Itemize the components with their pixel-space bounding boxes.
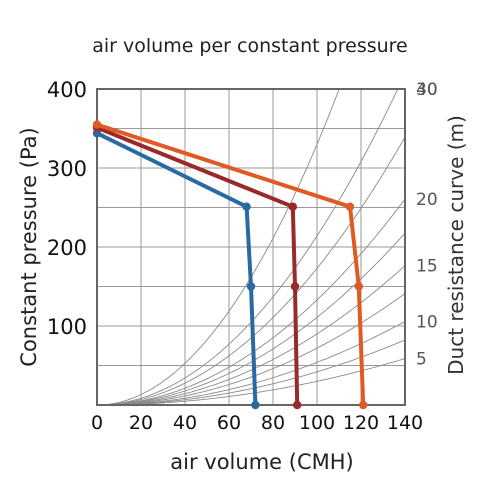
series-point (251, 400, 260, 410)
x-tick-label: 60 (217, 412, 241, 434)
duct-resistance-curve (97, 88, 399, 406)
y-tick-label: 200 (47, 236, 87, 260)
series-line (95, 125, 300, 407)
series-line (95, 131, 258, 407)
series-point (290, 282, 300, 291)
x-tick-label: 140 (387, 412, 423, 434)
curve-label: 5 (416, 350, 427, 370)
right-axis-label: Duct resistance curve (m) (444, 115, 468, 375)
series-point (345, 202, 355, 211)
series-point (288, 202, 297, 211)
duct-resistance-curve (97, 358, 406, 406)
y-tick-label: 100 (47, 315, 87, 339)
duct-resistance-curves (97, 88, 406, 406)
x-tick-label: 40 (173, 412, 197, 434)
x-tick-label: 80 (261, 412, 285, 434)
duct-resistance-curve (97, 321, 406, 406)
series-point (354, 282, 363, 291)
duct-resistance-curve (97, 232, 406, 406)
y-tick-label: 300 (47, 157, 87, 181)
chart-title: air volume per constant pressure (92, 35, 408, 57)
x-tick-labels: 0 20 40 60 80 100 120 140 (91, 412, 423, 434)
duct-resistance-curve (97, 265, 406, 406)
series-point (293, 400, 302, 410)
series-point (242, 202, 251, 211)
y-tick-labels: 100 200 300 400 (47, 78, 87, 339)
x-tick-label: 0 (91, 412, 103, 434)
duct-resistance-curve (97, 88, 340, 406)
x-axis-label: air volume (CMH) (170, 450, 353, 474)
series (92, 120, 368, 410)
series-line (95, 122, 366, 407)
x-tick-label: 100 (299, 412, 335, 434)
series-point (246, 282, 256, 291)
plot-frame (96, 88, 406, 406)
series-point (92, 120, 102, 129)
curve-label: 40 (416, 80, 438, 100)
y-axis-label: Constant pressure (Pa) (17, 127, 41, 366)
curve-label: 10 (416, 312, 438, 332)
y-tick-label: 400 (47, 78, 87, 102)
series-point (359, 400, 368, 410)
curve-label: 20 (416, 190, 438, 210)
duct-resistance-curve (97, 339, 406, 406)
curve-label: 15 (416, 257, 438, 277)
curve-label: 30 (416, 80, 438, 100)
duct-resistance-curve (97, 198, 406, 406)
duct-resistance-curve (97, 293, 406, 406)
x-tick-label: 120 (343, 412, 379, 434)
x-tick-label: 20 (129, 412, 153, 434)
